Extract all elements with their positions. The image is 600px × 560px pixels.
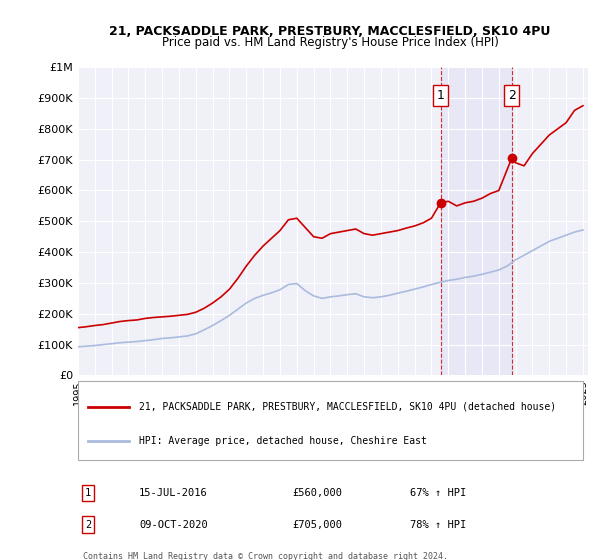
Text: 1: 1 (85, 488, 91, 498)
Text: HPI: Average price, detached house, Cheshire East: HPI: Average price, detached house, Ches… (139, 436, 427, 446)
Text: £705,000: £705,000 (292, 520, 342, 530)
Text: 09-OCT-2020: 09-OCT-2020 (139, 520, 208, 530)
Bar (440, 67, 512, 375)
Text: £560,000: £560,000 (292, 488, 342, 498)
Text: 2: 2 (508, 89, 515, 102)
Text: 21, PACKSADDLE PARK, PRESTBURY, MACCLESFIELD, SK10 4PU (detached house): 21, PACKSADDLE PARK, PRESTBURY, MACCLESF… (139, 402, 556, 412)
Text: 1: 1 (437, 89, 445, 102)
Text: Contains HM Land Registry data © Crown copyright and database right 2024.: Contains HM Land Registry data © Crown c… (83, 552, 448, 560)
Text: 2: 2 (85, 520, 91, 530)
Text: 78% ↑ HPI: 78% ↑ HPI (409, 520, 466, 530)
Text: 15-JUL-2016: 15-JUL-2016 (139, 488, 208, 498)
Text: 67% ↑ HPI: 67% ↑ HPI (409, 488, 466, 498)
Text: 21, PACKSADDLE PARK, PRESTBURY, MACCLESFIELD, SK10 4PU: 21, PACKSADDLE PARK, PRESTBURY, MACCLESF… (109, 25, 551, 38)
Text: Price paid vs. HM Land Registry's House Price Index (HPI): Price paid vs. HM Land Registry's House … (161, 36, 499, 49)
FancyBboxPatch shape (78, 381, 583, 460)
